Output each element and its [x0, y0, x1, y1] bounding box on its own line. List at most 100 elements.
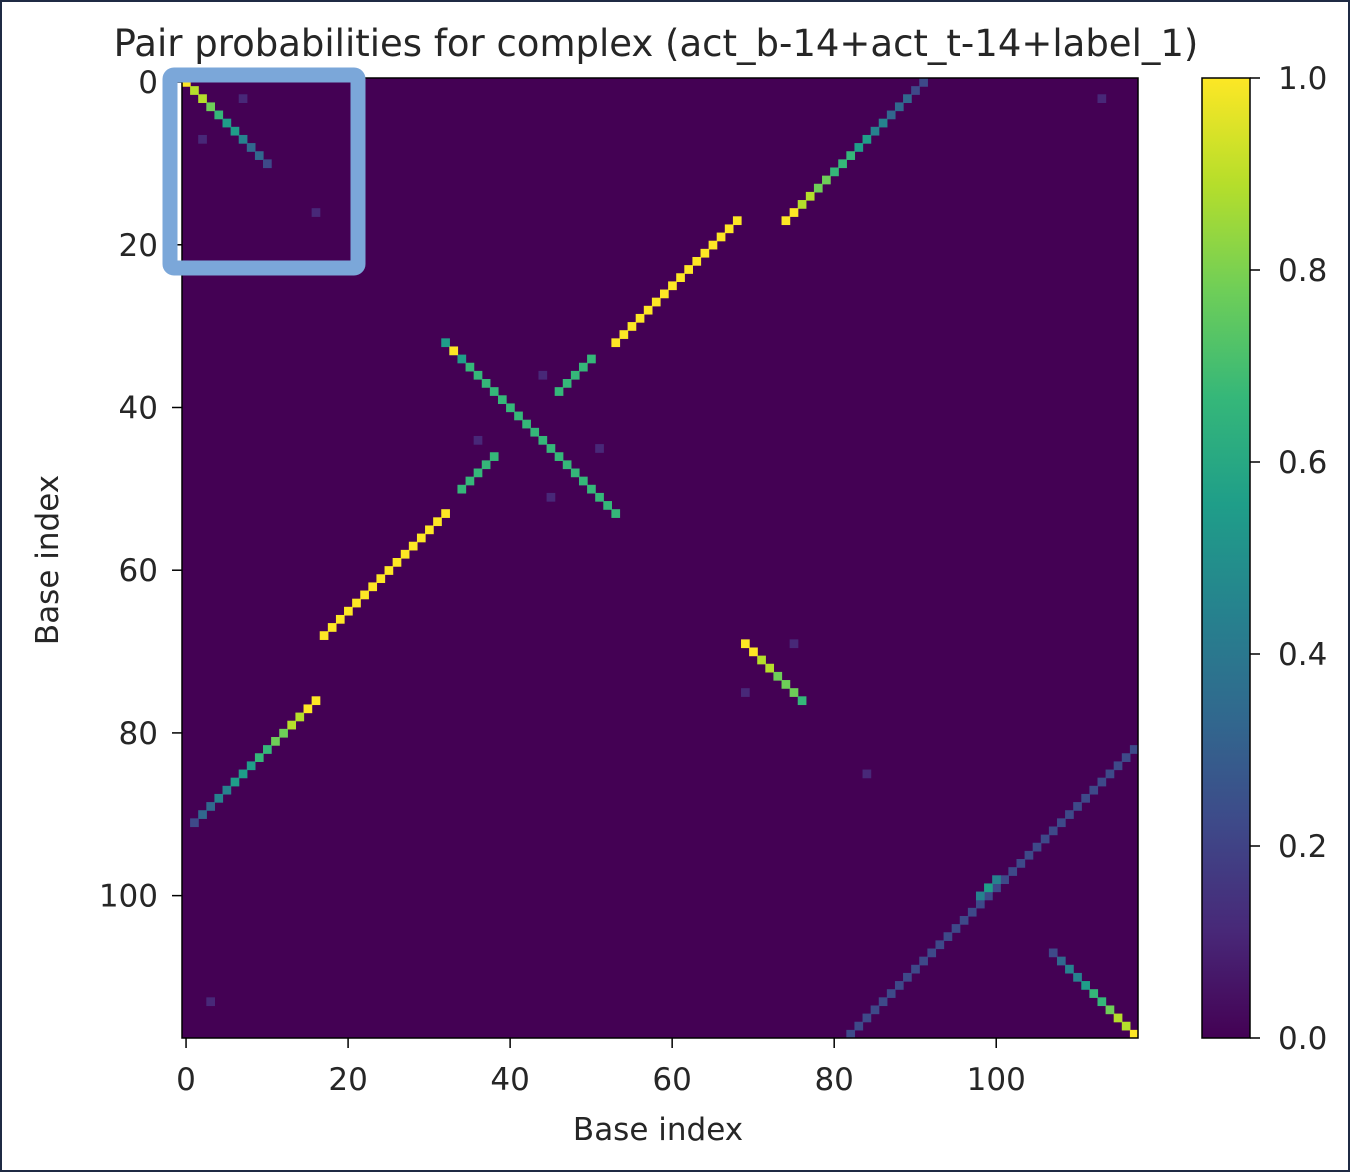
heatmap-cell [797, 200, 807, 209]
x-axis: 0 20 40 60 80 100 [176, 1038, 1026, 1098]
heatmap-cell [854, 1021, 864, 1031]
heatmap-cell [878, 118, 888, 128]
heatmap-cell [538, 435, 548, 445]
heatmap-cell [497, 395, 507, 405]
heatmap-cell [1048, 826, 1058, 836]
heatmap-cell [1040, 834, 1050, 844]
heatmap-cell [246, 143, 256, 152]
heatmap-cell [1113, 1013, 1123, 1023]
heatmap-cell [1065, 964, 1074, 974]
heatmap-cell [878, 997, 888, 1007]
heatmap-cell [894, 102, 904, 112]
heatmap-cell [263, 159, 272, 169]
heatmap-cell [822, 175, 831, 185]
heatmap-cell [473, 435, 483, 445]
heatmap-cell [984, 891, 993, 901]
heatmap-cell [1105, 1005, 1115, 1015]
colorbar [1201, 77, 1251, 1039]
colorbar-axis: 0.0 0.2 0.4 0.6 0.8 1.0 [1250, 61, 1327, 1057]
heatmap-cell [789, 688, 799, 697]
heatmap-cell [587, 354, 596, 364]
heatmap-cell [781, 216, 791, 226]
heatmap-cell [1121, 753, 1131, 762]
heatmap-cell [781, 680, 791, 689]
heatmap-cell [546, 444, 556, 453]
heatmap-cell [870, 1005, 880, 1015]
heatmap-cell [457, 484, 467, 494]
heatmap-cell [595, 444, 604, 453]
y-tick-label: 0 [138, 65, 158, 101]
heatmap-cell [1129, 1029, 1138, 1038]
heatmap-cell [287, 720, 297, 730]
heatmap-cell [854, 143, 864, 152]
heatmap-cell [303, 704, 313, 714]
heatmap-cell [238, 769, 248, 779]
y-tick-label: 40 [119, 390, 158, 426]
heatmap-cell [514, 411, 523, 421]
chart-title: Pair probabilities for complex (act_b-14… [114, 22, 1199, 65]
heatmap-cell [959, 915, 969, 925]
heatmap-cell [927, 948, 937, 958]
colorbar-tick-label: 0.2 [1278, 829, 1327, 865]
heatmap-cell [230, 777, 240, 787]
heatmap-cell [684, 265, 694, 274]
heatmap-cell [765, 663, 775, 673]
heatmap-cell [1032, 842, 1042, 852]
heatmap-cell [554, 387, 564, 396]
heatmap-cell [587, 484, 596, 494]
heatmap-cell [433, 517, 442, 527]
heatmap-cell [554, 452, 564, 461]
heatmap-cell [919, 78, 928, 87]
heatmap-cell [360, 590, 369, 600]
heatmap-cell [1089, 785, 1099, 795]
heatmap-cell [1024, 850, 1034, 860]
heatmap-cell [627, 322, 637, 331]
heatmap-cell [643, 305, 653, 315]
heatmap-cell [862, 134, 872, 144]
heatmap-cell [1016, 859, 1026, 868]
heatmap-cell [222, 785, 232, 795]
heatmap-cell [741, 688, 750, 697]
heatmap-cell [506, 403, 515, 413]
colorbar-tick-label: 0.4 [1278, 637, 1327, 673]
highlight-box [162, 67, 366, 276]
heatmap-cell [708, 240, 718, 250]
y-tick-label: 100 [99, 879, 158, 915]
heatmap-cell [465, 362, 475, 372]
heatmap-cell [838, 159, 847, 169]
heatmap-cell [279, 728, 288, 738]
y-axis-label: Base index [30, 475, 66, 645]
heatmap-cell [813, 183, 823, 193]
y-tick-label: 80 [119, 716, 158, 752]
heatmap-cell [1065, 810, 1074, 819]
heatmap-cell [538, 370, 548, 380]
heatmap-cell [206, 102, 216, 112]
heatmap-cell [254, 151, 264, 160]
heatmap-cell [335, 614, 345, 624]
x-axis-label: Base index [573, 1112, 743, 1148]
heatmap-cell [967, 907, 977, 917]
colorbar-tick-label: 0.6 [1278, 445, 1327, 481]
heatmap-cell [481, 460, 491, 470]
heatmap-cell [635, 313, 645, 323]
heatmap-cell [603, 501, 612, 510]
heatmap-cell [903, 972, 912, 982]
heatmap-cell [773, 671, 783, 681]
heatmap-cell [392, 558, 402, 567]
heatmap-cell [473, 468, 483, 478]
heatmap-cell [1121, 1021, 1131, 1031]
x-tick-label: 20 [328, 1062, 367, 1098]
heatmap-cell [214, 110, 224, 120]
y-tick-label: 60 [119, 553, 158, 589]
heatmap-cell [830, 167, 839, 177]
heatmap-cell [935, 940, 945, 950]
heatmap-background [182, 78, 1138, 1038]
heatmap-cell [546, 492, 556, 502]
heatmap-cell [660, 289, 669, 299]
heatmap-cell [611, 509, 621, 518]
heatmap-cell [222, 118, 232, 128]
heatmap-cell [1097, 94, 1107, 104]
heatmap-cell [578, 476, 588, 486]
heatmap-cell [522, 419, 531, 429]
